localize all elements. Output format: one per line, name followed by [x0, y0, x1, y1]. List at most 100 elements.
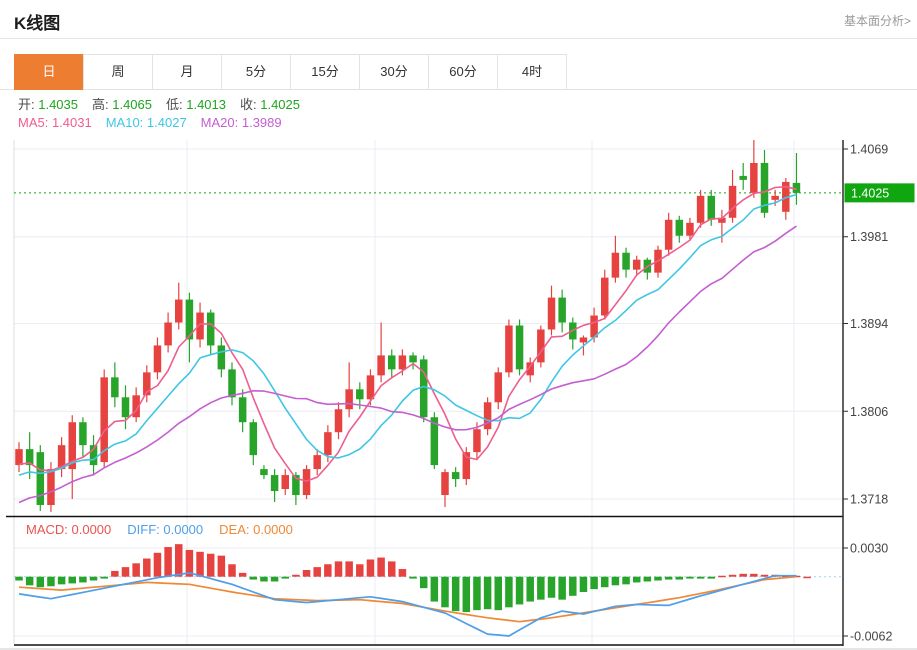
period-tab-30min[interactable]: 30分 — [359, 54, 429, 90]
candle-body — [526, 362, 534, 376]
macd-hist-bar-down — [100, 576, 108, 579]
period-tab-60min[interactable]: 60分 — [428, 54, 498, 90]
candle-body — [590, 315, 598, 338]
macd-hist-bar-down — [505, 576, 513, 608]
candle-body — [718, 217, 726, 223]
macd-hist-bar-up — [175, 544, 183, 577]
readout-pair: MACD: 0.0000 — [26, 522, 112, 537]
candle-body — [366, 375, 375, 400]
candle-body — [473, 429, 481, 453]
macd-hist-bar-down — [601, 576, 609, 588]
candle-body — [547, 297, 556, 330]
macd-hist-bar-down — [537, 576, 545, 600]
macd-readout: MACD: 0.0000 DIFF: 0.0000 DEA: 0.0000 — [26, 522, 309, 537]
candle-body — [771, 195, 779, 200]
candle-body — [281, 475, 289, 490]
current-price-badge — [844, 183, 915, 203]
candle-body — [132, 395, 140, 418]
candle-body — [611, 252, 620, 278]
macd-hist-bar-up — [132, 563, 140, 577]
macd-hist-bar-down — [473, 576, 481, 611]
macd-hist-bar-down — [281, 576, 289, 579]
candle-body — [164, 322, 172, 346]
candle-body — [217, 345, 226, 370]
macd-hist-bar-down — [419, 576, 428, 589]
macd-hist-bar-up — [356, 564, 364, 577]
candle-body — [696, 195, 705, 223]
ma-readout: MA5: 1.4031 MA10: 1.4027 MA20: 1.3989 — [18, 114, 296, 132]
candle-body — [292, 475, 300, 496]
candle-body — [558, 297, 566, 323]
period-tab-day[interactable]: 日 — [14, 54, 84, 90]
candle-body — [47, 469, 55, 505]
candle-body — [121, 397, 130, 418]
price-tick-label: 1.3894 — [850, 317, 888, 331]
macd-hist-bar-up — [196, 551, 204, 577]
period-tab-4hour[interactable]: 4时 — [497, 54, 567, 90]
candle-body — [419, 359, 428, 418]
macd-hist-bar-down — [494, 576, 502, 611]
readout-pair: 高: 1.4065 — [92, 97, 152, 112]
candle-body — [111, 377, 119, 398]
macd-hist-bar-up — [345, 561, 353, 577]
macd-hist-bar-down — [664, 576, 673, 580]
macd-hist-bar-down — [515, 576, 524, 605]
ohlc-readout: 开: 1.4035 高: 1.4065 低: 1.4013 收: 1.4025 — [18, 96, 314, 114]
candle-body — [441, 472, 449, 496]
macd-hist-bar-up — [143, 558, 151, 577]
candle-body — [664, 219, 673, 250]
macd-hist-bar-down — [569, 576, 577, 596]
candle-body — [249, 422, 258, 456]
macd-tick-label: 0.0030 — [850, 542, 888, 556]
macd-hist-bar-down — [249, 576, 258, 580]
macd-hist-bar-up — [164, 547, 172, 577]
candle-body — [356, 389, 364, 400]
period-tab-week[interactable]: 周 — [83, 54, 153, 90]
macd-hist-bar-up — [302, 570, 311, 577]
macd-hist-bar-down — [526, 576, 534, 602]
macd-hist-bar-up — [111, 570, 119, 577]
ma10-line — [18, 193, 797, 476]
macd-hist-bar-up — [334, 561, 343, 577]
macd-hist-bar-down — [622, 576, 630, 585]
readout-pair: 开: 1.4035 — [18, 97, 78, 112]
candle-body — [89, 445, 98, 466]
candle-body — [143, 372, 151, 396]
macd-hist-bar-down — [590, 576, 598, 590]
macd-hist-bar-up — [185, 549, 194, 577]
macd-hist-bar-down — [68, 576, 76, 584]
period-tab-5min[interactable]: 5分 — [221, 54, 291, 90]
macd-hist-bar-down — [654, 576, 662, 581]
macd-hist-bar-up — [313, 567, 321, 577]
candle-body — [175, 299, 183, 323]
macd-hist-bar-up — [388, 561, 396, 577]
candle-body — [537, 329, 545, 363]
candle-body — [430, 417, 439, 466]
candle-body — [206, 312, 215, 346]
macd-hist-bar-down — [579, 576, 588, 592]
macd-hist-bar-down — [270, 576, 279, 582]
readout-pair: 低: 1.4013 — [166, 97, 226, 112]
page-title: K线图 — [14, 14, 61, 33]
candle-body — [451, 472, 460, 480]
macd-hist-bar-up — [750, 573, 758, 577]
candle-body — [750, 162, 758, 193]
macd-hist-bar-down — [686, 576, 694, 579]
macd-hist-bar-up — [153, 552, 162, 577]
candle-body — [483, 402, 492, 430]
readout-pair: MA10: 1.4027 — [105, 115, 187, 130]
candle-body — [185, 299, 194, 340]
candle-body — [334, 409, 343, 433]
candle-body — [707, 195, 715, 220]
macd-hist-bar-down — [611, 576, 620, 586]
candle-body — [675, 219, 684, 236]
candle-body — [728, 185, 737, 218]
fundamental-analysis-link[interactable]: 基本面分析> — [843, 14, 911, 28]
macd-hist-bar-down — [675, 576, 684, 580]
candle-body — [15, 449, 23, 466]
macd-hist-bar-up — [803, 576, 811, 579]
candle-body — [228, 369, 236, 398]
candle-body — [196, 312, 204, 340]
candle-body — [792, 182, 801, 193]
